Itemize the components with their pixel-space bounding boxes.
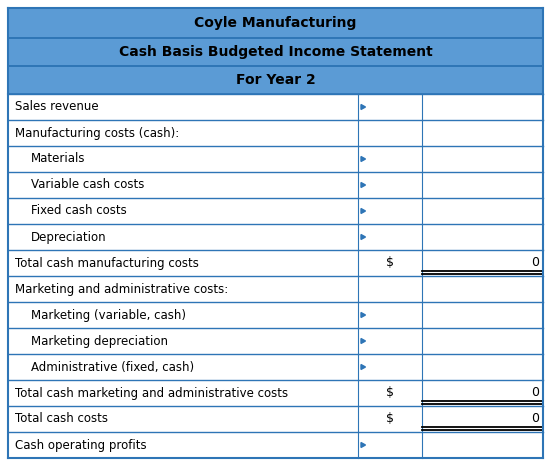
Bar [8,302,543,328]
Text: Marketing depreciation: Marketing depreciation [31,335,168,348]
Text: 0: 0 [531,386,539,399]
Polygon shape [361,157,365,162]
Text: Total cash costs: Total cash costs [15,412,108,425]
Text: Coyle Manufacturing: Coyle Manufacturing [195,16,356,30]
Text: $: $ [386,256,394,269]
Bar [8,146,543,172]
Text: Marketing (variable, cash): Marketing (variable, cash) [31,308,186,322]
Bar [8,38,543,66]
Bar [8,8,543,38]
Text: 0: 0 [531,412,539,425]
Text: Administrative (fixed, cash): Administrative (fixed, cash) [31,361,194,374]
Polygon shape [361,183,365,187]
Bar [8,172,543,198]
Bar [8,66,543,94]
Polygon shape [361,364,365,370]
Bar [8,120,543,146]
Text: 0: 0 [531,256,539,269]
Bar [8,94,543,120]
Text: Cash Basis Budgeted Income Statement: Cash Basis Budgeted Income Statement [118,45,433,59]
Text: Depreciation: Depreciation [31,231,107,244]
Text: Total cash marketing and administrative costs: Total cash marketing and administrative … [15,386,288,399]
Text: Sales revenue: Sales revenue [15,101,99,114]
Polygon shape [361,313,365,317]
Text: Total cash manufacturing costs: Total cash manufacturing costs [15,256,199,269]
Text: For Year 2: For Year 2 [236,73,315,87]
Bar [8,224,543,250]
Text: Manufacturing costs (cash):: Manufacturing costs (cash): [15,126,179,139]
Polygon shape [361,104,365,110]
Bar [8,380,543,406]
Text: Materials: Materials [31,152,85,165]
Bar [8,406,543,432]
Polygon shape [361,208,365,213]
Text: Fixed cash costs: Fixed cash costs [31,205,127,218]
Bar [8,198,543,224]
Bar [8,250,543,276]
Bar [8,432,543,458]
Text: Marketing and administrative costs:: Marketing and administrative costs: [15,282,228,295]
Text: $: $ [386,412,394,425]
Polygon shape [361,234,365,240]
Polygon shape [361,443,365,447]
Bar [8,328,543,354]
Text: Variable cash costs: Variable cash costs [31,178,144,192]
Text: Cash operating profits: Cash operating profits [15,439,147,452]
Bar [8,276,543,302]
Text: $: $ [386,386,394,399]
Polygon shape [361,338,365,343]
Bar [8,354,543,380]
